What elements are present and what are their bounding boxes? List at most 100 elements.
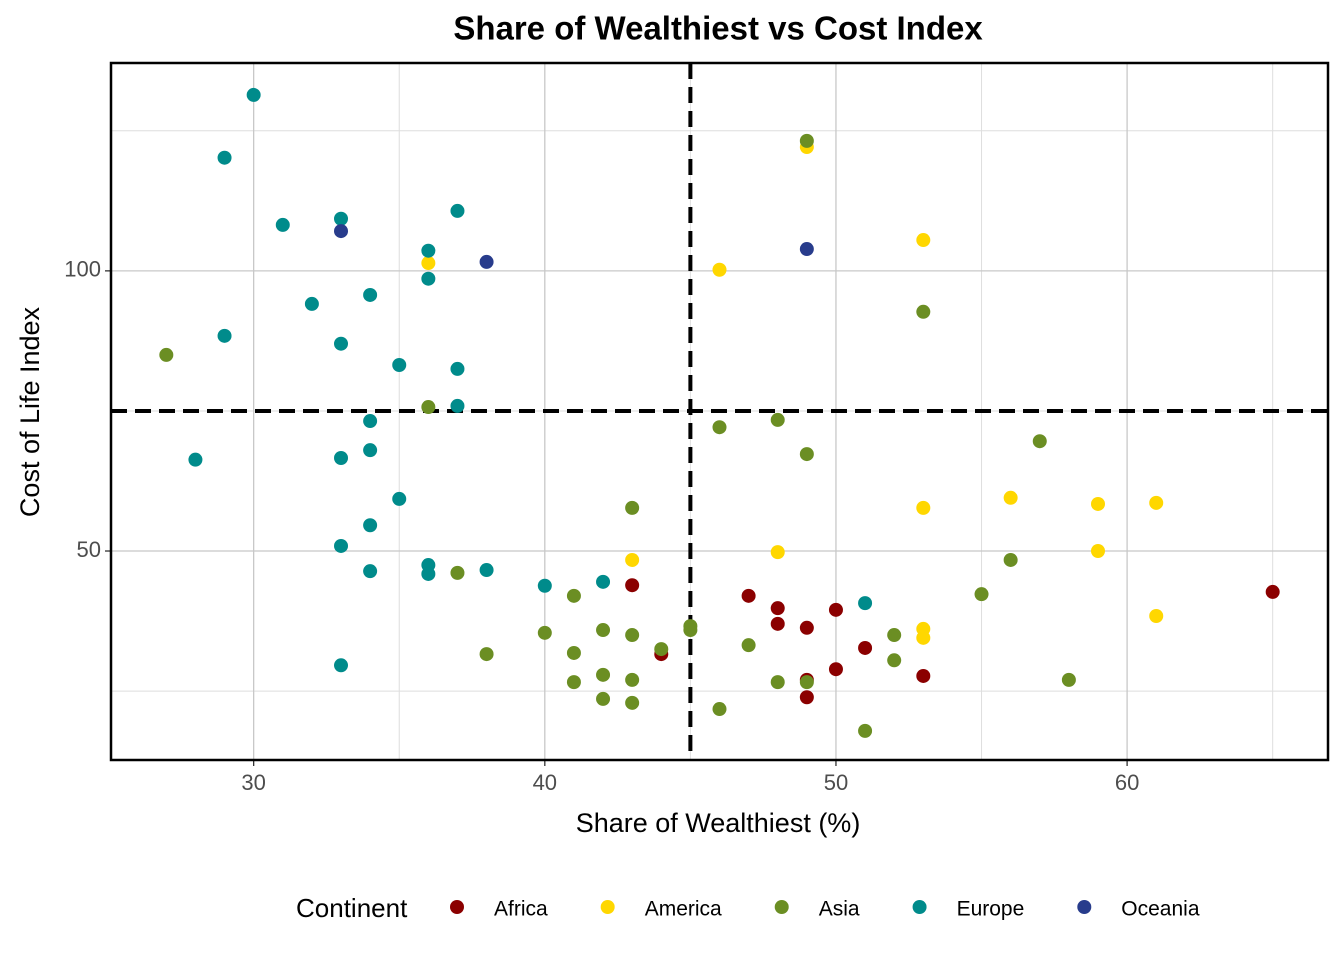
legend-label: Oceania bbox=[1121, 898, 1200, 921]
data-point bbox=[770, 616, 785, 631]
data-point bbox=[858, 723, 873, 738]
data-point bbox=[799, 133, 814, 148]
data-point bbox=[392, 491, 407, 506]
data-point bbox=[304, 296, 319, 311]
data-point bbox=[1061, 672, 1076, 687]
data-point bbox=[479, 254, 494, 269]
data-point bbox=[625, 500, 640, 515]
data-point bbox=[188, 452, 203, 467]
data-point bbox=[479, 647, 494, 662]
data-point bbox=[596, 691, 611, 706]
data-point bbox=[1149, 495, 1164, 510]
data-point bbox=[566, 645, 581, 660]
x-tick-label: 40 bbox=[533, 770, 557, 795]
legend-marker bbox=[450, 900, 464, 914]
legend-label: Africa bbox=[494, 898, 548, 921]
data-point bbox=[334, 211, 349, 226]
data-point bbox=[887, 653, 902, 668]
data-point bbox=[275, 217, 290, 232]
legend-title: Continent bbox=[296, 893, 408, 923]
data-point bbox=[566, 675, 581, 690]
y-axis-label: Cost of Life Index bbox=[15, 306, 45, 517]
data-point bbox=[450, 203, 465, 218]
legend-marker bbox=[774, 900, 789, 914]
data-point bbox=[596, 623, 611, 638]
data-point bbox=[246, 87, 261, 102]
data-point bbox=[712, 262, 727, 277]
data-point bbox=[887, 628, 902, 643]
data-point bbox=[916, 668, 931, 683]
data-point bbox=[334, 451, 349, 466]
data-point bbox=[741, 638, 756, 653]
data-point bbox=[625, 695, 640, 710]
y-tick-label: 50 bbox=[77, 537, 101, 562]
data-point bbox=[799, 242, 814, 257]
data-point bbox=[421, 566, 436, 581]
data-point bbox=[1090, 544, 1105, 559]
data-point bbox=[625, 672, 640, 687]
legend-label: Asia bbox=[819, 898, 860, 921]
data-point bbox=[421, 256, 436, 271]
y-tick-label: 100 bbox=[64, 257, 101, 282]
data-point bbox=[363, 564, 378, 579]
data-point bbox=[537, 578, 552, 593]
data-point bbox=[799, 447, 814, 462]
data-point bbox=[334, 336, 349, 351]
data-point bbox=[363, 414, 378, 429]
legend-marker bbox=[1077, 900, 1092, 914]
data-point bbox=[421, 271, 436, 286]
data-point bbox=[799, 675, 814, 690]
x-tick-label: 30 bbox=[241, 770, 265, 795]
data-point bbox=[363, 443, 378, 458]
data-point bbox=[1003, 490, 1018, 505]
data-point bbox=[217, 328, 232, 343]
data-point bbox=[741, 588, 756, 603]
x-tick-label: 60 bbox=[1115, 770, 1139, 795]
data-point bbox=[363, 287, 378, 302]
data-point bbox=[537, 625, 552, 640]
data-point bbox=[770, 545, 785, 560]
data-point bbox=[770, 675, 785, 690]
data-point bbox=[770, 412, 785, 427]
data-point bbox=[1003, 552, 1018, 567]
data-point bbox=[421, 243, 436, 258]
data-point bbox=[625, 628, 640, 643]
data-point bbox=[712, 702, 727, 717]
legend-label: America bbox=[645, 898, 722, 921]
data-point bbox=[1149, 609, 1164, 624]
data-point bbox=[363, 518, 378, 533]
data-point bbox=[479, 563, 494, 578]
data-point bbox=[334, 658, 349, 673]
data-point bbox=[1265, 584, 1280, 599]
data-point bbox=[1032, 434, 1047, 449]
x-axis-label: Share of Wealthiest (%) bbox=[576, 808, 861, 838]
plot-frame bbox=[109, 61, 1330, 762]
data-point bbox=[974, 587, 989, 602]
data-point bbox=[858, 596, 873, 611]
legend-marker bbox=[912, 900, 927, 914]
data-point bbox=[450, 398, 465, 413]
data-point bbox=[566, 588, 581, 603]
data-point bbox=[916, 304, 931, 319]
data-point bbox=[334, 538, 349, 553]
data-point bbox=[625, 552, 640, 567]
data-point bbox=[334, 224, 349, 239]
data-point bbox=[392, 357, 407, 372]
data-point bbox=[1090, 496, 1105, 511]
data-point bbox=[683, 623, 698, 638]
data-point bbox=[828, 662, 843, 677]
data-point bbox=[421, 400, 436, 415]
data-point bbox=[712, 420, 727, 435]
data-point bbox=[596, 574, 611, 589]
data-point bbox=[916, 630, 931, 645]
data-point bbox=[625, 578, 640, 593]
data-point bbox=[596, 667, 611, 682]
chart-title: Share of Wealthiest vs Cost Index bbox=[453, 10, 983, 47]
data-point bbox=[799, 620, 814, 635]
data-point bbox=[828, 602, 843, 617]
data-point bbox=[916, 500, 931, 515]
legend-marker bbox=[600, 900, 615, 914]
data-point bbox=[450, 361, 465, 376]
